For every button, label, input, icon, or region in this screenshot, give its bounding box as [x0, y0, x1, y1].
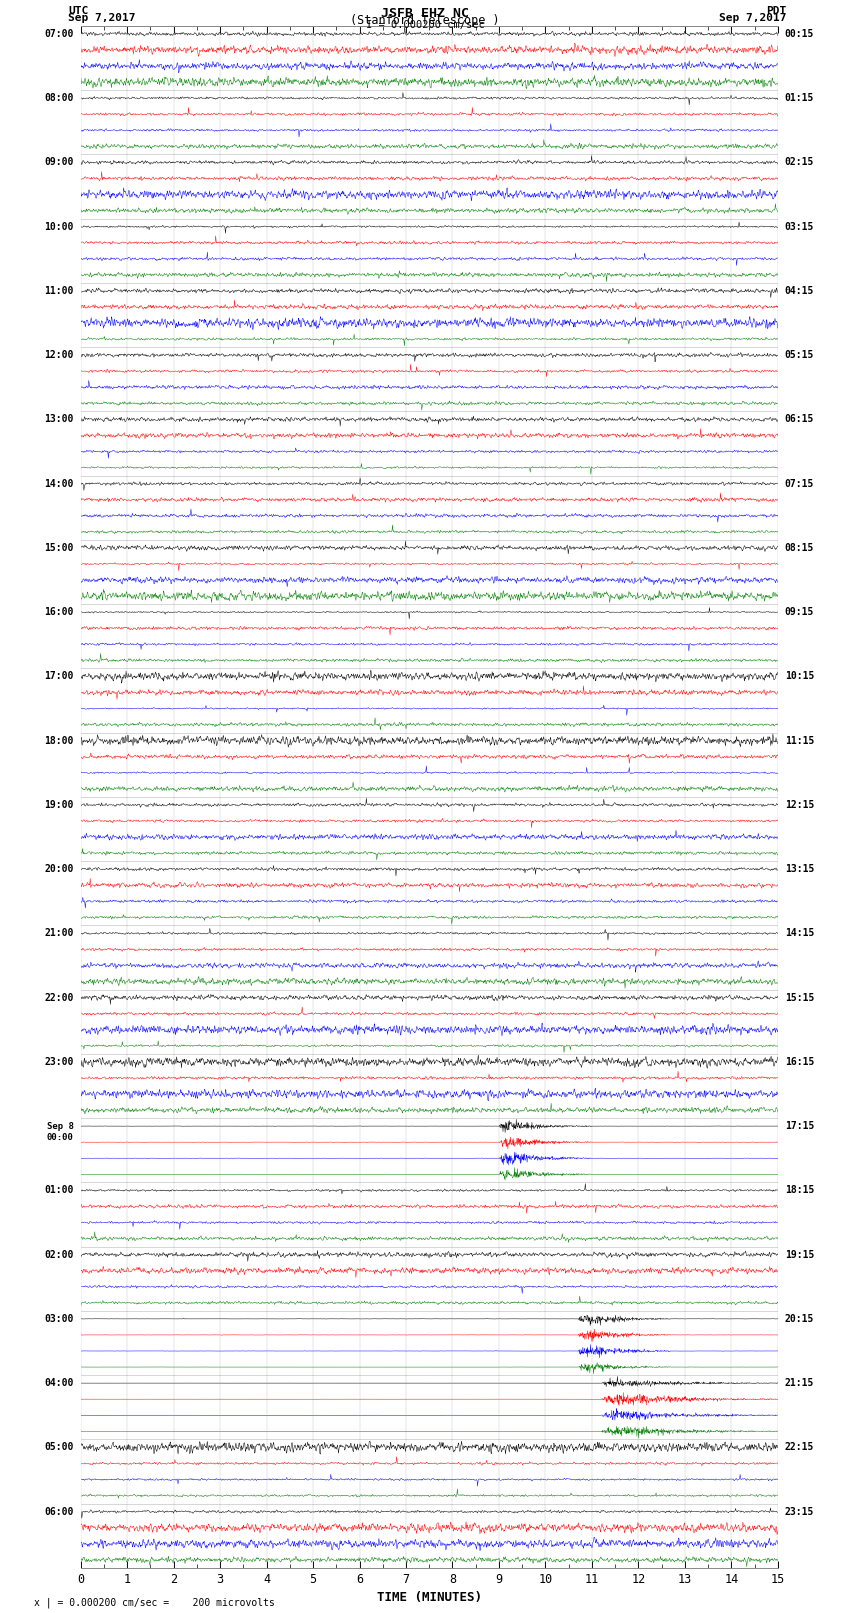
Text: Sep 7,2017: Sep 7,2017 [719, 13, 786, 23]
Text: 23:15: 23:15 [785, 1507, 814, 1516]
Text: Sep 8: Sep 8 [47, 1121, 74, 1131]
Text: 00:15: 00:15 [785, 29, 814, 39]
Text: 22:00: 22:00 [44, 992, 74, 1003]
Text: 06:15: 06:15 [785, 415, 814, 424]
Text: 21:15: 21:15 [785, 1378, 814, 1389]
X-axis label: TIME (MINUTES): TIME (MINUTES) [377, 1592, 482, 1605]
Text: 22:15: 22:15 [785, 1442, 814, 1452]
Text: 02:15: 02:15 [785, 158, 814, 168]
Text: 01:15: 01:15 [785, 94, 814, 103]
Text: 11:15: 11:15 [785, 736, 814, 745]
Text: 15:15: 15:15 [785, 992, 814, 1003]
Text: 17:00: 17:00 [44, 671, 74, 681]
Text: Sep 7,2017: Sep 7,2017 [68, 13, 135, 23]
Text: (Stanford Telescope ): (Stanford Telescope ) [350, 13, 500, 27]
Text: 16:15: 16:15 [785, 1057, 814, 1066]
Text: 09:00: 09:00 [44, 158, 74, 168]
Text: 18:00: 18:00 [44, 736, 74, 745]
Text: 17:15: 17:15 [785, 1121, 814, 1131]
Text: 03:00: 03:00 [44, 1315, 74, 1324]
Text: 14:00: 14:00 [44, 479, 74, 489]
Text: 13:00: 13:00 [44, 415, 74, 424]
Text: 09:15: 09:15 [785, 606, 814, 618]
Text: 08:00: 08:00 [44, 94, 74, 103]
Text: 03:15: 03:15 [785, 221, 814, 232]
Text: 07:00: 07:00 [44, 29, 74, 39]
Text: 20:15: 20:15 [785, 1315, 814, 1324]
Text: 13:15: 13:15 [785, 865, 814, 874]
Text: 18:15: 18:15 [785, 1186, 814, 1195]
Text: 23:00: 23:00 [44, 1057, 74, 1066]
Text: 21:00: 21:00 [44, 929, 74, 939]
Text: I = 0.000200 cm/sec: I = 0.000200 cm/sec [366, 19, 484, 31]
Text: JSFB EHZ NC: JSFB EHZ NC [381, 6, 469, 21]
Text: 16:00: 16:00 [44, 606, 74, 618]
Text: 04:15: 04:15 [785, 286, 814, 295]
Text: 04:00: 04:00 [44, 1378, 74, 1389]
Text: 10:15: 10:15 [785, 671, 814, 681]
Text: UTC: UTC [68, 6, 88, 16]
Text: 05:15: 05:15 [785, 350, 814, 360]
Text: 01:00: 01:00 [44, 1186, 74, 1195]
Text: 05:00: 05:00 [44, 1442, 74, 1452]
Text: 07:15: 07:15 [785, 479, 814, 489]
Text: x | = 0.000200 cm/sec =    200 microvolts: x | = 0.000200 cm/sec = 200 microvolts [34, 1597, 275, 1608]
Text: 14:15: 14:15 [785, 929, 814, 939]
Text: 10:00: 10:00 [44, 221, 74, 232]
Text: 12:00: 12:00 [44, 350, 74, 360]
Text: 15:00: 15:00 [44, 544, 74, 553]
Text: 19:00: 19:00 [44, 800, 74, 810]
Text: 11:00: 11:00 [44, 286, 74, 295]
Text: 08:15: 08:15 [785, 544, 814, 553]
Text: 06:00: 06:00 [44, 1507, 74, 1516]
Text: 00:00: 00:00 [47, 1132, 74, 1142]
Text: 12:15: 12:15 [785, 800, 814, 810]
Text: 02:00: 02:00 [44, 1250, 74, 1260]
Text: 20:00: 20:00 [44, 865, 74, 874]
Text: PDT: PDT [766, 6, 786, 16]
Text: 19:15: 19:15 [785, 1250, 814, 1260]
